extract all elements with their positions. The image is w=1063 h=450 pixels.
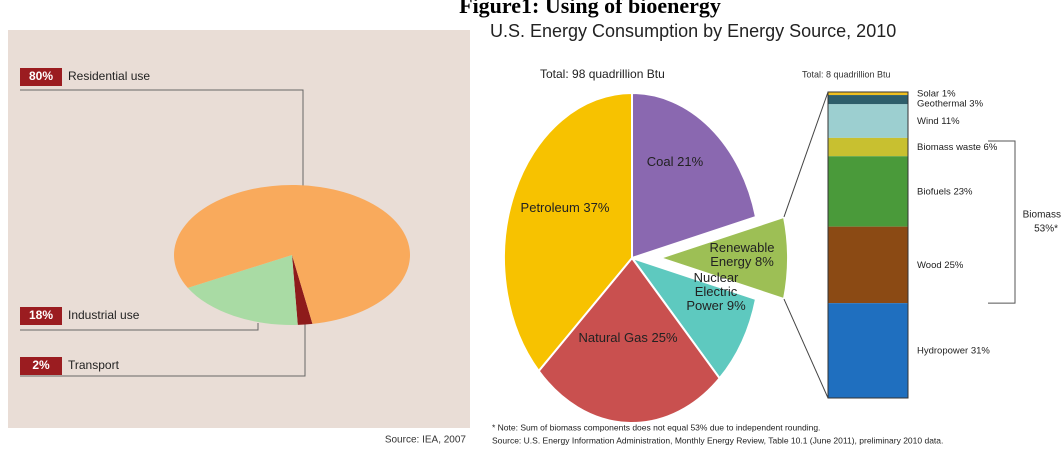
value-label: 1%	[942, 88, 956, 99]
bar-segment	[828, 104, 908, 138]
leader-lines	[20, 89, 306, 377]
value-label: 25%	[944, 259, 964, 270]
pie-slice	[537, 256, 721, 424]
source: Source: IEA, 2007	[385, 435, 467, 446]
slice-label: Petroleum 37%	[495, 201, 635, 215]
pie-slice	[174, 185, 411, 324]
bracket	[988, 140, 1016, 304]
category-label: Natural Gas	[578, 330, 648, 345]
value-label: 9%	[726, 298, 746, 313]
pie-slice	[292, 255, 313, 325]
bar-segment	[828, 95, 908, 105]
category-label: Industrial use	[68, 308, 140, 322]
slice-label: Renewable Energy 8%	[702, 241, 782, 269]
connector-line	[783, 91, 829, 218]
bar-total: Total: 8 quadrillion Btu	[802, 69, 891, 79]
category-label: Wind	[917, 116, 939, 127]
segment-label: Wind 11%	[917, 116, 960, 127]
source: Source: U.S. Energy Information Administ…	[492, 435, 943, 445]
bar-segment	[828, 156, 908, 227]
category-label: Coal	[646, 154, 674, 169]
category-label: Wood	[917, 259, 942, 270]
value-label: 2%	[32, 358, 50, 372]
category-label: Biofuels	[917, 186, 951, 197]
slice-label: Nuclear Electric Power 9%	[686, 271, 746, 313]
label-box	[20, 307, 62, 325]
label-box	[20, 68, 62, 86]
value-label: 6%	[984, 142, 998, 153]
value-label: 37%	[583, 200, 610, 215]
value-label: 31%	[971, 345, 991, 356]
category-label: Transport	[68, 358, 120, 372]
connector-line	[783, 298, 829, 399]
bar-segment	[828, 92, 908, 96]
segment-label: Hydropower 31%	[917, 345, 990, 356]
segment-label: Solar 1%	[917, 88, 956, 99]
segment-label: Biofuels 23%	[917, 186, 973, 197]
pie-slice	[503, 91, 633, 373]
segment-label: Biomass waste 6%	[917, 142, 998, 153]
slice-label: Natural Gas 25%	[558, 331, 698, 345]
label-box	[20, 357, 62, 375]
leader-line	[20, 89, 304, 186]
value-label: 18%	[29, 308, 53, 322]
pie-total: Total: 98 quadrillion Btu	[540, 67, 665, 81]
category-label: Nuclear Electric Power	[686, 270, 739, 313]
category-label: Hydropower	[917, 345, 968, 356]
pie-slice	[187, 255, 298, 325]
slice-label: Coal 21%	[630, 155, 720, 169]
leader-line	[20, 323, 259, 331]
category-label: Geothermal	[917, 98, 967, 109]
pie-slice	[631, 91, 758, 260]
value-label: 8%	[755, 254, 774, 269]
figure-title: Figure1: Using of bioenergy	[459, 0, 721, 18]
category-label: Residential use	[68, 69, 150, 83]
bar-segment	[828, 226, 908, 304]
value-label: 25%	[651, 330, 678, 345]
leader-line	[20, 324, 306, 377]
category-label: Renewable Energy	[709, 240, 775, 269]
bracket-value: 53%*	[1034, 224, 1058, 235]
bar-segment	[828, 137, 908, 157]
segment-label: Wood 25%	[917, 259, 964, 270]
bar-segment	[828, 303, 908, 398]
value-label: 21%	[677, 154, 704, 169]
value-label: 11%	[941, 116, 960, 127]
category-label: Petroleum	[520, 200, 580, 215]
value-label: 23%	[953, 186, 973, 197]
category-label: Biomass waste	[917, 142, 981, 153]
category-label: Solar	[917, 88, 939, 99]
value-label: 80%	[29, 69, 53, 83]
value-label: 3%	[969, 98, 983, 109]
pie-slice	[656, 215, 790, 301]
segment-label: Geothermal 3%	[917, 98, 984, 109]
bar-outline	[827, 91, 909, 399]
chart-title: U.S. Energy Consumption by Energy Source…	[490, 21, 896, 41]
bracket-label: Biomass	[1023, 210, 1061, 221]
note: * Note: Sum of biomass components does n…	[492, 422, 820, 432]
pie-slice	[629, 256, 758, 380]
